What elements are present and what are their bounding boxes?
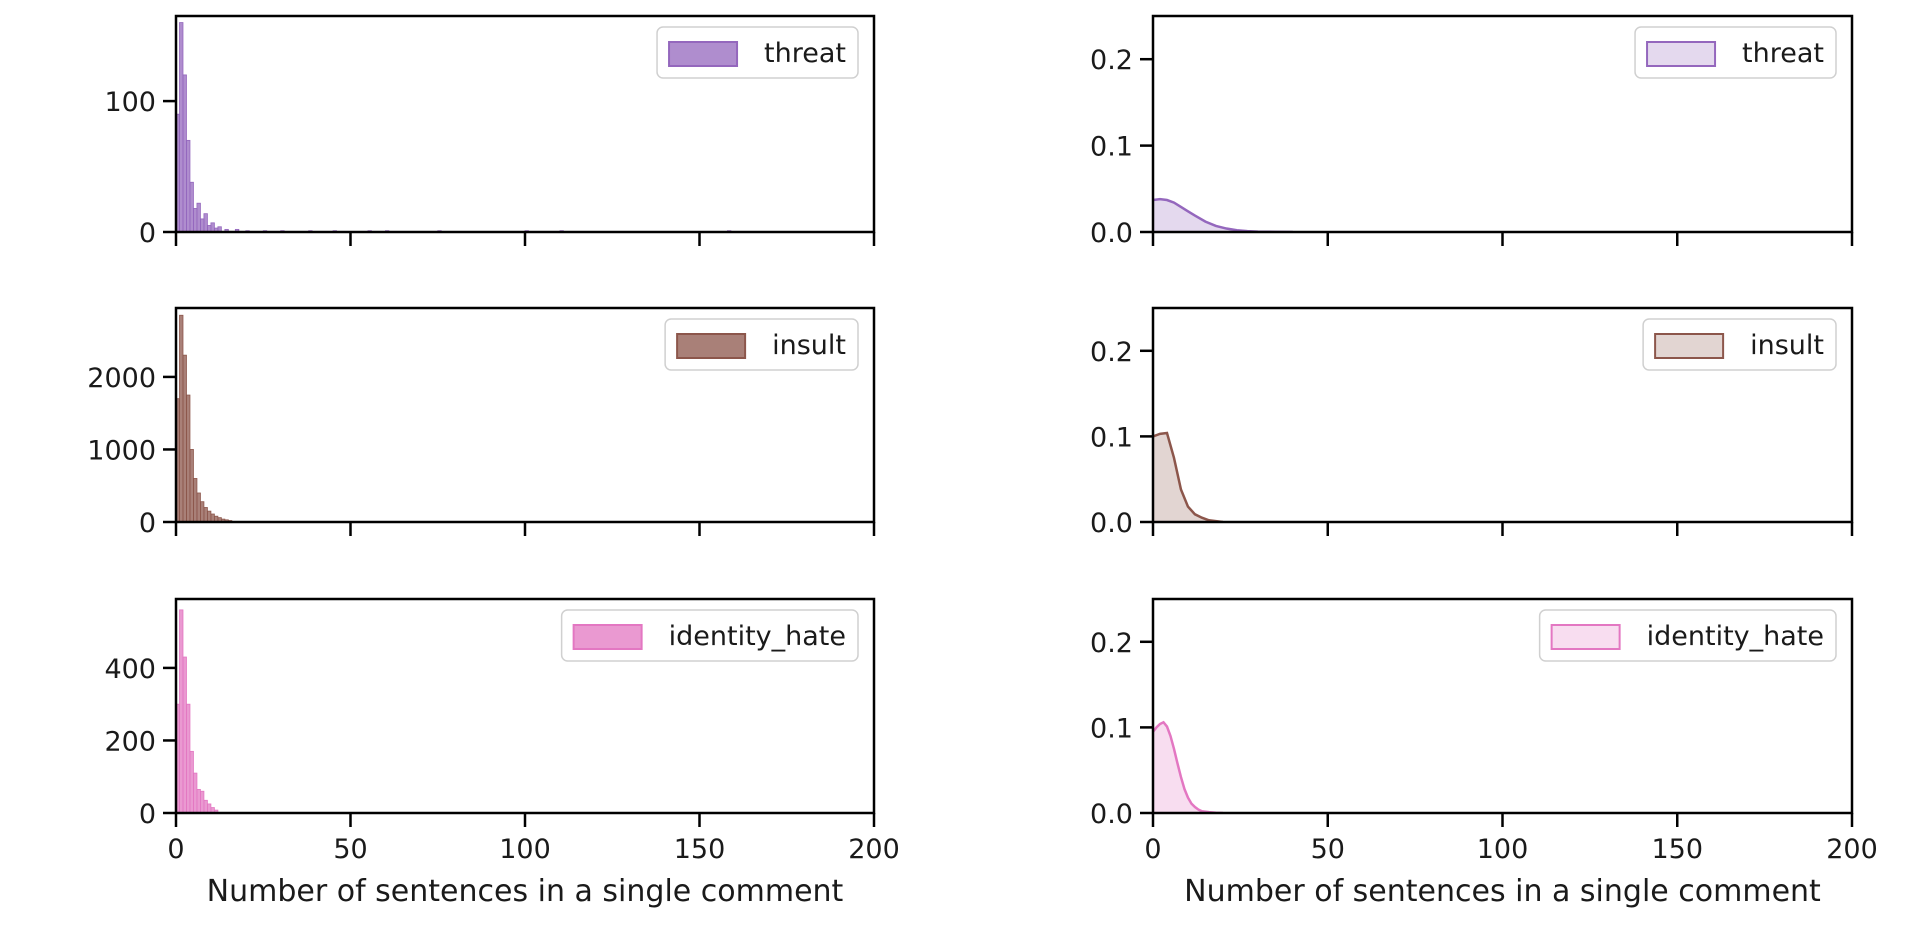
- chart-2-legend-swatch: [676, 333, 747, 359]
- chart-6-density-line: [1153, 720, 1223, 813]
- chart-3-bar: [193, 772, 198, 813]
- chart-3-x-tick-label: 200: [848, 834, 900, 865]
- chart-1-y-tick-label: 100: [104, 87, 156, 118]
- chart-5-density-line: [1153, 431, 1224, 522]
- chart-3-bar: [200, 790, 205, 813]
- chart-3: 0 50 100 150 200 0 200 400 Number of sentences i…: [104, 597, 900, 909]
- chart-1-bar: [186, 139, 191, 232]
- chart-4-legend-swatch: [1646, 41, 1717, 67]
- chart-3-bar: [196, 789, 201, 813]
- chart-5-plot-area: [1153, 431, 1224, 522]
- chart-3-x-axis-title: Number of sentences in a single comment: [207, 874, 844, 909]
- chart-5-legend: insult: [1642, 318, 1837, 371]
- chart-5-legend-swatch: [1654, 333, 1725, 359]
- chart-5-y-tick-label: 0.1: [1090, 422, 1133, 453]
- chart-2-plot-area: [176, 314, 233, 522]
- chart-3-bar: [213, 809, 219, 813]
- chart-2-y-tick-label: 0: [139, 508, 156, 539]
- chart-3-legend-label: identity_hate: [669, 621, 846, 652]
- chart-1-bar: [189, 181, 194, 232]
- chart-6-x-tick-label: 200: [1826, 834, 1878, 865]
- chart-5: 0.0 0.1 0.2 insult: [1090, 306, 1854, 539]
- chart-2-legend-label: insult: [772, 330, 846, 361]
- chart-3-y-tick-label: 0: [139, 799, 156, 830]
- chart-4: 0.0 0.1 0.2 threat: [1090, 14, 1854, 249]
- chart-5-legend-label: insult: [1750, 330, 1824, 361]
- chart-2-bar: [203, 507, 208, 522]
- chart-4-y-tick-label: 0.1: [1090, 132, 1133, 163]
- chart-2-bar: [189, 449, 194, 522]
- chart-6-y-tick-label: 0.2: [1090, 628, 1133, 659]
- chart-6-legend-swatch: [1550, 624, 1621, 650]
- chart-6-x-tick-label: 0: [1144, 834, 1161, 865]
- chart-3-bar: [203, 799, 208, 813]
- chart-6-x-tick-label: 100: [1477, 834, 1529, 865]
- chart-6-density-fill: [1153, 722, 1223, 813]
- chart-3-x-tick-label: 0: [167, 834, 184, 865]
- chart-3-bar: [207, 803, 212, 813]
- chart-4-plot-area: [1153, 197, 1293, 232]
- chart-4-y-tick-label: 0.0: [1090, 218, 1133, 249]
- chart-6: 0 50 100 150 200 0.0 0.1 0.2 Number of sentences…: [1090, 597, 1878, 909]
- chart-3-legend: identity_hate: [560, 609, 859, 662]
- chart-2-bar: [200, 501, 205, 522]
- chart-2-bar: [186, 394, 191, 522]
- chart-6-x-tick-label: 50: [1311, 834, 1345, 865]
- chart-6-legend: identity_hate: [1538, 609, 1837, 662]
- chart-1-bar: [224, 228, 229, 232]
- chart-5-y-tick-label: 0.2: [1090, 337, 1133, 368]
- chart-4-density-fill: [1153, 199, 1293, 232]
- chart-6-plot-area: [1153, 720, 1223, 813]
- chart-3-plot-area: [176, 609, 219, 813]
- chart-1-legend: threat: [656, 26, 859, 79]
- chart-1-y-tick-label: 0: [139, 218, 156, 249]
- chart-4-y-tick-label: 0.2: [1090, 45, 1133, 76]
- chart-3-x-tick-label: 150: [674, 834, 726, 865]
- chart-3-y-tick-label: 400: [104, 654, 156, 685]
- chart-3-bar: [182, 656, 187, 813]
- chart-1-bar: [179, 22, 184, 232]
- chart-2-bar: [179, 314, 184, 522]
- chart-2-bar: [207, 510, 212, 522]
- chart-1-bar: [193, 208, 198, 232]
- chart-1-bar: [210, 222, 215, 232]
- chart-6-x-axis-title: Number of sentences in a single comment: [1184, 874, 1821, 909]
- chart-4-legend-label: threat: [1742, 38, 1824, 69]
- chart-2-bar: [196, 492, 201, 522]
- chart-2: 0 1000 2000 insult: [87, 306, 876, 539]
- chart-2-y-tick-label: 1000: [87, 435, 156, 466]
- chart-1-bar: [217, 226, 222, 232]
- chart-1: 0 100 threat: [104, 14, 876, 249]
- chart-3-x-tick-label: 100: [499, 834, 551, 865]
- chart-5-y-tick-label: 0.0: [1090, 508, 1133, 539]
- chart-3-y-tick-label: 200: [104, 726, 156, 757]
- chart-1-bar: [196, 202, 201, 232]
- chart-5-density-fill: [1153, 432, 1223, 522]
- chart-3-bar: [186, 703, 191, 813]
- chart-3-x-tick-label: 50: [333, 834, 367, 865]
- chart-3-bar: [179, 609, 184, 813]
- chart-2-bar: [193, 478, 198, 522]
- chart-6-y-tick-label: 0.1: [1090, 713, 1133, 744]
- chart-1-bar: [200, 218, 205, 232]
- chart-1-legend-label: threat: [764, 38, 846, 69]
- chart-2-legend: insult: [664, 318, 859, 371]
- chart-3-legend-swatch: [572, 624, 643, 650]
- chart-1-bar: [203, 213, 208, 232]
- chart-1-plot-area: [176, 22, 732, 232]
- chart-3-bar: [189, 750, 194, 813]
- chart-6-y-tick-label: 0.0: [1090, 799, 1133, 830]
- chart-6-legend-label: identity_hate: [1647, 621, 1824, 652]
- chart-1-bar: [234, 228, 240, 232]
- chart-2-bar: [182, 354, 187, 522]
- chart-1-legend-swatch: [668, 41, 739, 67]
- chart-1-bar: [182, 74, 187, 232]
- chart-6-x-tick-label: 150: [1651, 834, 1703, 865]
- chart-2-y-tick-label: 2000: [87, 363, 156, 394]
- chart-4-legend: threat: [1634, 26, 1837, 79]
